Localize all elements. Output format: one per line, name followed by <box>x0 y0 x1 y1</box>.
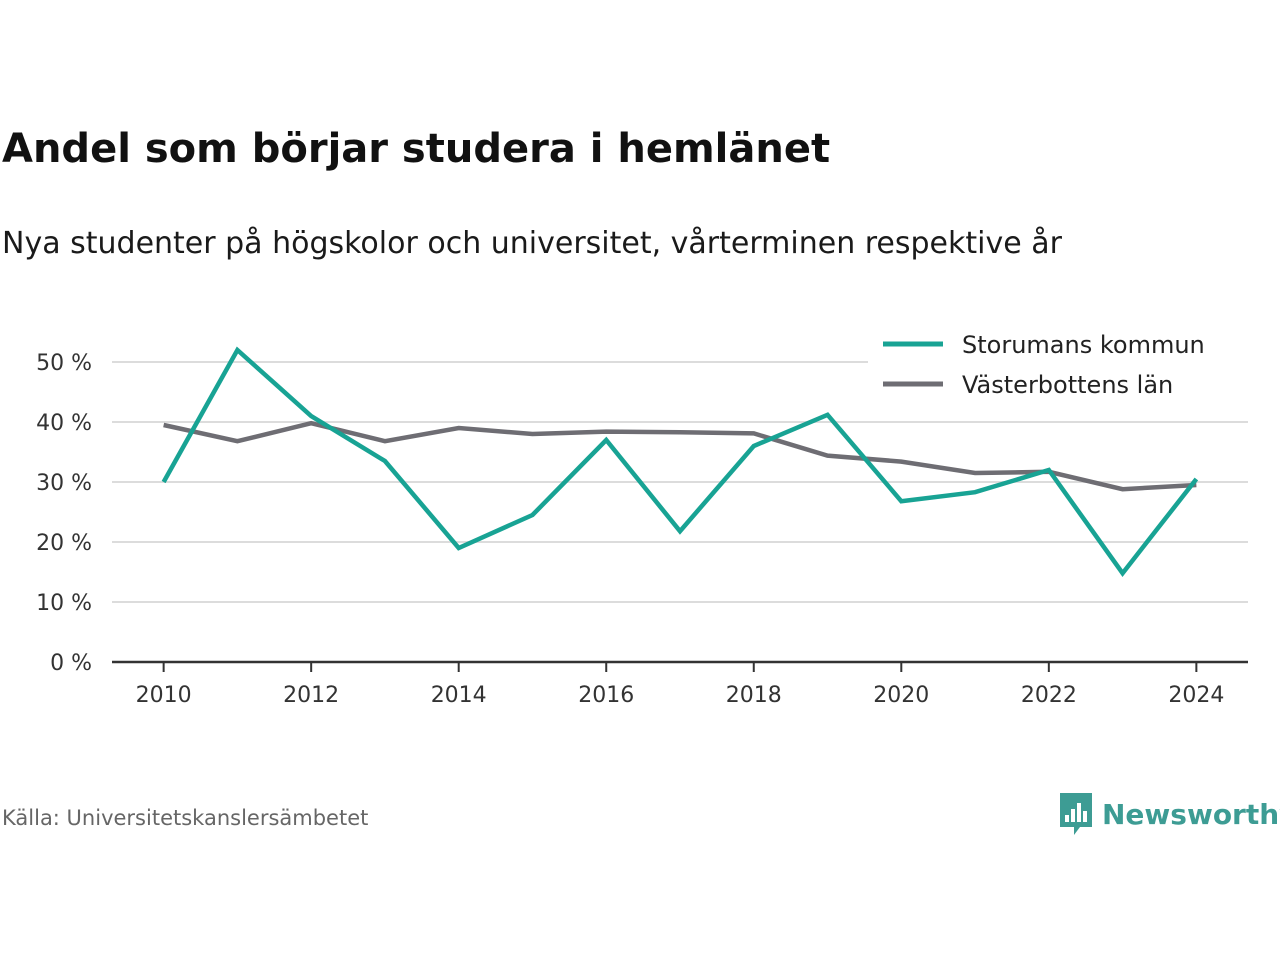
x-tick-label: 2022 <box>1021 683 1077 708</box>
legend-label: Storumans kommun <box>962 331 1205 359</box>
series-lines <box>161 346 1199 577</box>
y-tick-label: 30 % <box>36 471 92 496</box>
series-line-2 <box>163 420 1197 492</box>
legend-label: Västerbottens län <box>962 371 1173 399</box>
y-tick-label: 40 % <box>36 411 92 436</box>
newsworthy-logo-icon <box>1060 793 1092 835</box>
chart-title: Andel som börjar studera i hemlänet <box>2 126 831 172</box>
chart-subtitle: Nya studenter på högskolor och universit… <box>2 226 1062 261</box>
legend: Storumans kommun Västerbottens län <box>868 320 1248 410</box>
x-tick-label: 2012 <box>283 683 339 708</box>
y-axis-ticks: 0 % 10 % 20 % 30 % 40 % 50 % <box>36 351 92 676</box>
x-tick-label: 2024 <box>1168 683 1224 708</box>
source-note: Källa: Universitetskanslersämbetet <box>2 806 369 830</box>
brand-name: Newsworthy <box>1102 797 1280 831</box>
series-line-1 <box>161 346 1199 577</box>
x-axis-ticks: 2010 2012 2014 2016 2018 2020 2022 2024 <box>136 662 1224 708</box>
x-tick-label: 2020 <box>873 683 929 708</box>
y-tick-label: 20 % <box>36 531 92 556</box>
brand-logo: Newsworthy <box>1058 790 1280 838</box>
y-tick-label: 10 % <box>36 591 92 616</box>
x-tick-label: 2014 <box>431 683 487 708</box>
y-tick-label: 0 % <box>50 651 92 676</box>
x-tick-label: 2010 <box>136 683 192 708</box>
x-tick-label: 2016 <box>578 683 634 708</box>
x-tick-label: 2018 <box>726 683 782 708</box>
legend-background <box>868 320 1248 410</box>
y-tick-label: 50 % <box>36 351 92 376</box>
